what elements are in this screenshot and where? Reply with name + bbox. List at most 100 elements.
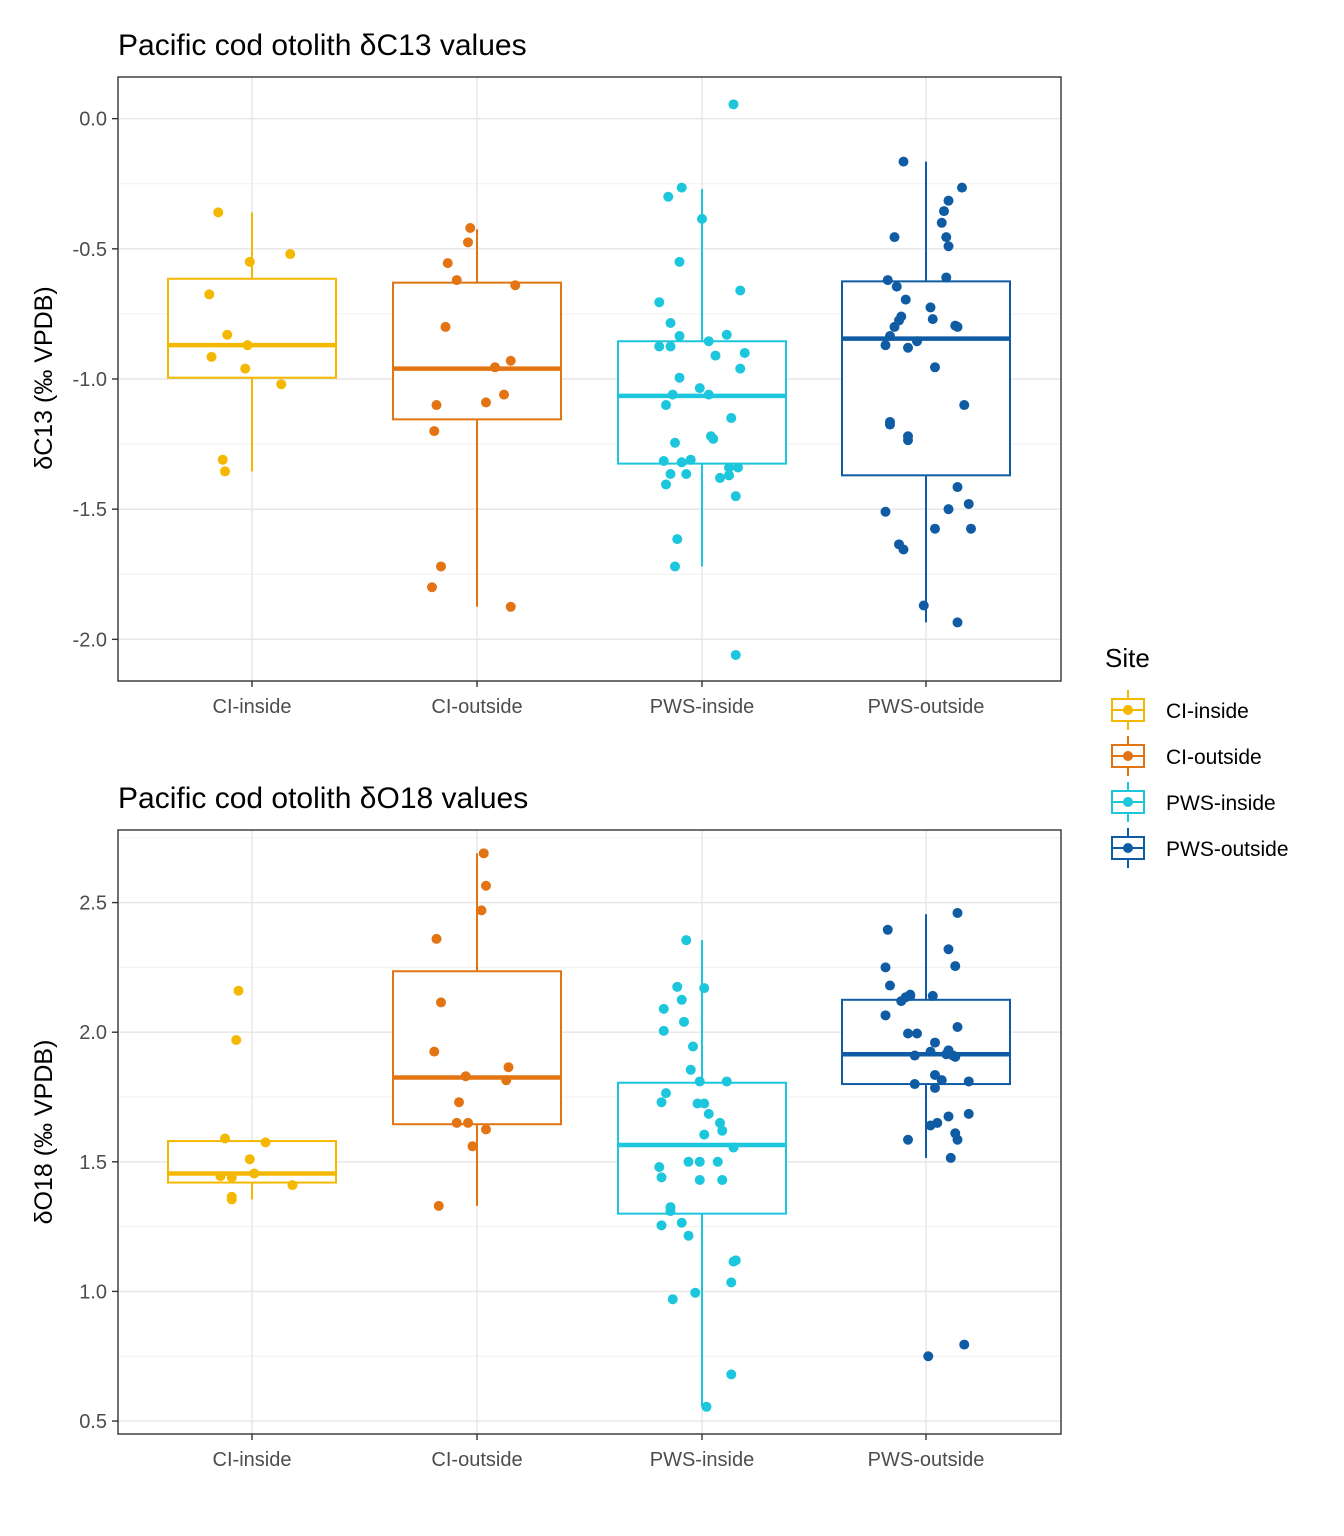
data-point <box>927 314 938 325</box>
data-point <box>674 331 685 342</box>
legend-label: PWS-inside <box>1166 792 1276 815</box>
data-point <box>912 1028 922 1039</box>
data-point <box>733 462 743 473</box>
data-point <box>703 336 714 347</box>
data-point <box>721 329 732 340</box>
y-tick-label: -1.0 <box>73 369 107 391</box>
legend-item-CI-outside: CI-outside <box>1111 736 1262 776</box>
data-point <box>683 1156 694 1167</box>
data-point <box>694 1174 705 1185</box>
data-point <box>703 1108 714 1119</box>
x-tick-label: CI-outside <box>431 696 522 718</box>
box-iqr <box>841 280 1011 477</box>
data-point <box>285 249 296 260</box>
data-point <box>912 336 922 347</box>
data-point <box>661 1088 671 1099</box>
data-point <box>226 1194 237 1205</box>
data-point <box>674 256 685 267</box>
data-point <box>451 275 462 286</box>
panel-dc13: Pacific cod otolith δC13 values δC13 (‰ … <box>30 29 1062 718</box>
y-axis-label: δC13 (‰ VPDB) <box>30 286 58 469</box>
data-point <box>735 285 746 296</box>
data-point <box>654 341 665 352</box>
data-point <box>925 1120 936 1131</box>
y-tick-label: 2.0 <box>79 1022 107 1044</box>
box-iqr <box>392 970 562 1126</box>
data-point <box>930 1069 940 1080</box>
data-point <box>952 482 963 493</box>
data-point <box>676 457 687 468</box>
data-point <box>220 466 230 477</box>
data-point <box>442 258 453 269</box>
data-point <box>661 479 671 490</box>
box-iqr <box>392 281 562 421</box>
data-point <box>880 1010 891 1021</box>
box-iqr <box>617 340 787 465</box>
data-point <box>667 389 678 400</box>
data-point <box>943 944 954 955</box>
data-point <box>460 1071 471 1082</box>
data-point <box>697 213 707 224</box>
y-tick-label: -0.5 <box>73 239 107 261</box>
data-point <box>213 207 224 218</box>
data-point <box>952 1022 963 1033</box>
data-point <box>431 400 442 411</box>
data-point <box>440 321 451 332</box>
panel-do18: Pacific cod otolith δO18 values δO18 (‰ … <box>30 782 1062 1471</box>
data-point <box>950 1051 961 1062</box>
data-point <box>739 347 750 358</box>
data-point <box>667 1294 678 1305</box>
data-point <box>708 433 719 444</box>
data-point <box>674 372 685 383</box>
data-point <box>476 905 487 916</box>
plot-background <box>118 830 1061 1434</box>
data-point <box>233 985 244 996</box>
data-point <box>905 990 916 1001</box>
data-point <box>898 156 909 167</box>
data-point <box>930 1037 940 1048</box>
legend-item-PWS-outside: PWS-outside <box>1111 828 1289 868</box>
data-point <box>699 1098 710 1109</box>
data-point <box>481 880 491 891</box>
data-point <box>726 1369 737 1380</box>
data-point <box>728 99 739 110</box>
data-point <box>661 400 671 411</box>
data-point <box>925 302 936 313</box>
data-point <box>930 1082 940 1093</box>
data-point <box>654 297 665 308</box>
y-axis-label: δO18 (‰ VPDB) <box>30 1040 58 1225</box>
data-point <box>215 1171 226 1182</box>
data-point <box>481 1124 491 1135</box>
data-point <box>463 237 473 248</box>
data-point <box>665 341 676 352</box>
data-point <box>481 397 491 408</box>
data-point <box>885 980 895 991</box>
data-point <box>909 1050 920 1061</box>
data-point <box>694 1076 705 1087</box>
data-point <box>665 318 676 329</box>
boxplot-PWS-inside <box>617 940 787 1407</box>
data-point <box>676 182 687 193</box>
data-point <box>676 994 687 1005</box>
y-tick-label: 1.5 <box>79 1152 107 1174</box>
data-point <box>717 1125 728 1136</box>
data-point <box>898 544 909 555</box>
data-point <box>260 1137 271 1148</box>
data-point <box>728 1256 739 1267</box>
data-point <box>903 342 913 353</box>
data-point <box>683 1230 694 1241</box>
data-point <box>966 523 976 534</box>
data-point <box>670 561 680 572</box>
y-tick-label: -2.0 <box>73 629 107 651</box>
data-point <box>670 437 680 448</box>
data-point <box>889 232 900 243</box>
data-point <box>663 191 674 202</box>
data-point <box>959 400 970 411</box>
data-point <box>429 426 440 437</box>
data-point <box>950 961 961 972</box>
data-point <box>726 413 737 424</box>
data-point <box>204 289 215 300</box>
data-point <box>501 1075 512 1086</box>
data-point <box>685 454 696 465</box>
data-point <box>952 617 963 628</box>
